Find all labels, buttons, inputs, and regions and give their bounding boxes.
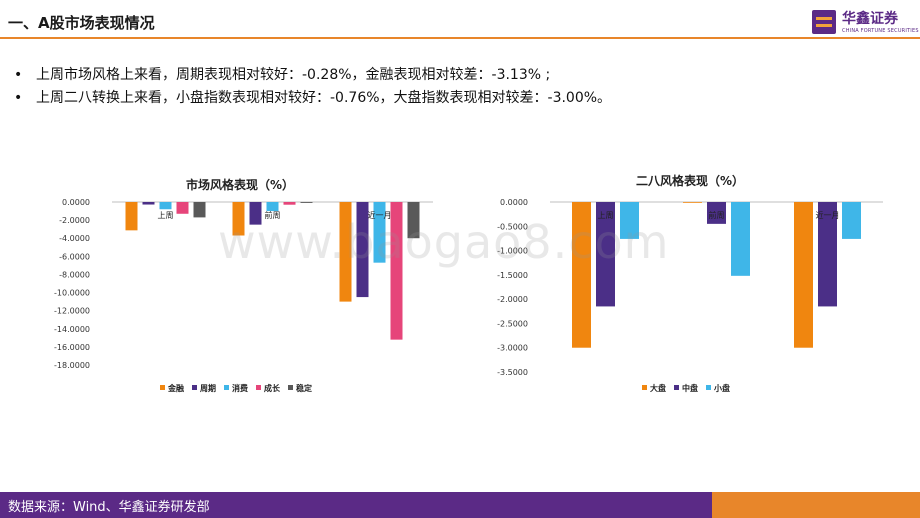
legend-swatch xyxy=(224,385,229,390)
bullet-item: • 上周二八转换上来看，小盘指数表现相对较好：-0.76%，大盘指数表现相对较差… xyxy=(14,87,611,110)
legend-swatch xyxy=(192,385,197,390)
bar-大盘 xyxy=(572,202,591,348)
bullet-dot-icon: • xyxy=(14,90,23,106)
category-label: 上周 xyxy=(598,211,614,220)
legend-label: 稳定 xyxy=(296,383,312,393)
bar-大盘 xyxy=(794,202,813,348)
category-label: 上周 xyxy=(158,211,174,220)
logo-mark-icon xyxy=(812,10,836,34)
logo-english-name: CHINA FORTUNE SECURITIES xyxy=(842,28,919,34)
legend-label: 大盘 xyxy=(650,383,666,393)
bar-周期 xyxy=(249,202,262,225)
legend-swatch xyxy=(674,385,679,390)
bar-中盘 xyxy=(707,202,726,224)
bullet-dot-icon: • xyxy=(14,67,23,83)
header-divider xyxy=(0,37,920,39)
footer-accent xyxy=(712,492,920,518)
y-tick-label: -16.0000 xyxy=(54,343,90,352)
bar-周期 xyxy=(142,202,155,205)
bar-小盘 xyxy=(842,202,861,239)
y-tick-label: 0.0000 xyxy=(500,198,528,207)
y-tick-label: -12.0000 xyxy=(54,307,90,316)
category-label: 前周 xyxy=(265,210,281,220)
category-label: 近一月 xyxy=(816,210,840,220)
page-title: 一、A股市场表现情况 xyxy=(8,14,155,32)
chart-title: 市场风格表现（%） xyxy=(186,177,294,192)
y-tick-label: -6.0000 xyxy=(59,252,90,261)
y-tick-label: 0.0000 xyxy=(62,198,90,207)
bar-消费 xyxy=(159,202,172,210)
y-tick-label: -1.5000 xyxy=(497,271,528,280)
bar-稳定 xyxy=(300,202,313,203)
legend-label: 消费 xyxy=(232,383,248,393)
company-logo: 华鑫证券 CHINA FORTUNE SECURITIES xyxy=(812,8,919,38)
y-tick-label: -10.0000 xyxy=(54,289,90,298)
legend-swatch xyxy=(288,385,293,390)
chart-svg: 市场风格表现（%） 0.0000 -2.0000 -4.0000 -6.0000 -8.0… xyxy=(54,177,433,393)
legend-label: 周期 xyxy=(200,383,216,393)
legend-label: 中盘 xyxy=(682,383,698,393)
bar-金融 xyxy=(232,202,245,236)
y-tick-label: -2.5000 xyxy=(497,319,528,328)
chart-title: 二八风格表现（%） xyxy=(636,173,744,188)
size-style-chart: 二八风格表现（%） 0.0000 -0.5000 -1.0000 -1.5000 -2.0… xyxy=(480,165,900,405)
bar-中盘 xyxy=(596,202,615,307)
bar-成长 xyxy=(283,202,296,205)
bar-稳定 xyxy=(407,202,420,239)
y-tick-label: -2.0000 xyxy=(497,295,528,304)
y-tick-label: -8.0000 xyxy=(59,270,90,279)
legend-label: 金融 xyxy=(167,383,184,393)
y-tick-label: -2.0000 xyxy=(59,216,90,225)
legend-swatch xyxy=(160,385,165,390)
summary-bullets: • 上周市场风格上来看，周期表现相对较好：-0.28%，金融表现相对较差：-3.… xyxy=(14,64,611,110)
bar-大盘 xyxy=(683,202,702,203)
bar-小盘 xyxy=(731,202,750,276)
legend-swatch xyxy=(642,385,647,390)
legend-label: 成长 xyxy=(264,383,281,393)
category-label: 近一月 xyxy=(368,210,392,220)
y-tick-label: -14.0000 xyxy=(54,325,90,334)
legend-swatch xyxy=(256,385,261,390)
bullet-text: 上周市场风格上来看，周期表现相对较好：-0.28%，金融表现相对较差：-3.13… xyxy=(36,67,551,83)
bar-周期 xyxy=(356,202,369,298)
data-source: 数据来源：Wind、华鑫证券研发部 xyxy=(8,500,210,515)
bar-金融 xyxy=(339,202,352,302)
bar-小盘 xyxy=(620,202,639,239)
bullet-text: 上周二八转换上来看，小盘指数表现相对较好：-0.76%，大盘指数表现相对较差：-… xyxy=(36,90,612,106)
bullet-item: • 上周市场风格上来看，周期表现相对较好：-0.28%，金融表现相对较差：-3.… xyxy=(14,64,611,87)
bar-中盘 xyxy=(818,202,837,307)
chart-svg: 二八风格表现（%） 0.0000 -0.5000 -1.0000 -1.5000 -2.0… xyxy=(497,173,883,393)
y-tick-label: -4.0000 xyxy=(59,234,90,243)
bar-消费 xyxy=(266,202,279,212)
legend-label: 小盘 xyxy=(713,383,730,393)
category-label: 前周 xyxy=(709,210,725,220)
legend-swatch xyxy=(706,385,711,390)
y-tick-label: -3.5000 xyxy=(497,368,528,377)
bar-成长 xyxy=(176,202,189,214)
bar-成长 xyxy=(390,202,403,340)
y-tick-label: -18.0000 xyxy=(54,361,90,370)
bar-消费 xyxy=(373,202,386,263)
market-style-chart: 市场风格表现（%） 0.0000 -2.0000 -4.0000 -6.0000 -8.0… xyxy=(40,165,440,405)
footer-bar: 数据来源：Wind、华鑫证券研发部 xyxy=(0,492,920,518)
y-tick-label: -1.0000 xyxy=(497,247,528,256)
y-tick-label: -3.0000 xyxy=(497,344,528,353)
logo-name: 华鑫证券 xyxy=(842,11,898,27)
y-tick-label: -0.5000 xyxy=(497,222,528,231)
bar-稳定 xyxy=(193,202,206,218)
bar-金融 xyxy=(125,202,138,231)
watermark: www.baogao8.com xyxy=(218,215,670,269)
